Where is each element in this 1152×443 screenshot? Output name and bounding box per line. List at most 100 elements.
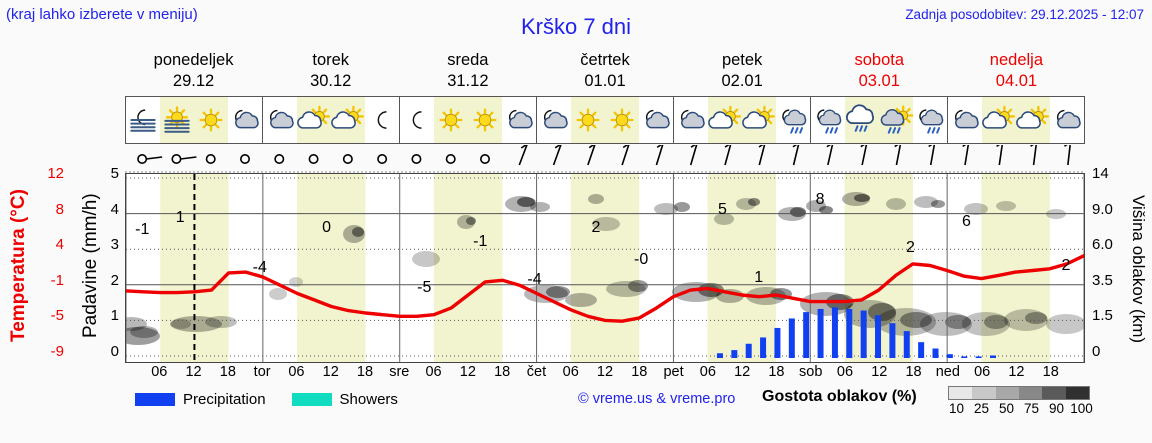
sun-cloud-icon xyxy=(708,97,742,143)
sun-fog-icon xyxy=(160,97,194,143)
tick-label: 3.5 xyxy=(1092,271,1113,289)
precipitation-bar xyxy=(831,307,838,358)
precipitation-bar xyxy=(731,350,738,358)
cloud-density-step xyxy=(1018,387,1043,399)
x-axis-labels: 06 12 18 tor 06 12 18 sre 06 12 18 čet 06 12 18 pet 06 12… xyxy=(125,364,1085,384)
sun-cloud-icon-glyph xyxy=(330,104,366,136)
cloud-density-blob xyxy=(790,207,806,217)
cloud-density-blob xyxy=(819,206,833,214)
tick-label: 12 xyxy=(47,165,64,182)
cloud-density-blob xyxy=(1046,314,1084,334)
credit-link[interactable]: © vreme.us & vreme.pro xyxy=(578,391,736,407)
sun-icon-glyph xyxy=(467,104,503,136)
x-axis-label: ned xyxy=(935,364,960,380)
temperature-point-label: 5 xyxy=(718,201,727,218)
sun-icon xyxy=(468,97,502,143)
tick-label: 9.0 xyxy=(1092,200,1113,218)
x-axis-label: 06 xyxy=(836,364,854,380)
tick-label: 8 xyxy=(55,200,64,218)
icon-day-sreda xyxy=(400,97,537,143)
moon-cloud-icon-glyph xyxy=(673,104,709,136)
precipitation-bar xyxy=(788,318,795,358)
wind-barb-calm xyxy=(308,154,319,164)
precipitation-bar xyxy=(975,356,982,358)
tick-label: 4 xyxy=(55,236,64,254)
x-axis-label: 06 xyxy=(425,364,442,380)
x-axis-label: 12 xyxy=(1008,364,1025,380)
sun-cloud-icon xyxy=(1016,97,1050,143)
menu-note: (kraj lahko izberete v meniju) xyxy=(6,6,198,23)
cloud-density-scale xyxy=(948,386,1090,400)
precipitation-bar xyxy=(961,356,968,358)
x-axis-label: 06 xyxy=(562,364,579,380)
cloud-density-blob xyxy=(352,227,364,237)
x-axis-label: 06 xyxy=(151,364,168,380)
wind-barb-shaft xyxy=(146,156,163,160)
cloud-density-scale-labels: 10 25 50 75 90 100 xyxy=(944,401,1094,416)
day-name: sreda xyxy=(447,51,489,69)
cloud-density-blob xyxy=(565,293,597,307)
cloud-rain-icon xyxy=(845,97,879,143)
x-axis-label: 06 xyxy=(288,364,305,380)
precipitation-bar xyxy=(903,331,910,358)
moon-cloud-icon xyxy=(502,97,536,143)
day-name: ponedeljek xyxy=(153,51,234,69)
x-axis-label: 12 xyxy=(322,364,339,380)
cloud-density-step xyxy=(949,387,973,399)
wind-barb-calm xyxy=(205,154,216,164)
moon-cloud-icon xyxy=(537,97,571,143)
cloud-density-blob xyxy=(854,194,870,202)
cloud-density-step-label: 25 xyxy=(973,401,990,416)
cloud-density-blob xyxy=(964,203,988,215)
day-header-row: ponedeljek 29.12 torek 30.12 sreda 31.12 četrt… xyxy=(125,50,1085,92)
day-column-četrtek: četrtek 01.01 xyxy=(536,50,673,92)
tick-label: 4 xyxy=(110,200,119,218)
moon-cloud-icon-glyph xyxy=(1049,104,1085,136)
day-date: 04.01 xyxy=(995,72,1038,90)
cloud-density-blob xyxy=(130,326,158,338)
moon-cloud-icon xyxy=(1050,97,1084,143)
temperature-point-label: 2 xyxy=(906,239,915,256)
cloud-density-blob xyxy=(466,217,476,225)
weather-icon-strip xyxy=(125,96,1085,144)
tick-label: 1 xyxy=(110,307,119,325)
cloud-density-blob xyxy=(920,312,972,336)
cloud-density-blob xyxy=(289,277,303,287)
precipitation-swatch xyxy=(135,392,175,406)
cloud-density-blob xyxy=(996,201,1016,211)
daylight-band xyxy=(570,174,640,362)
x-axis-label: 18 xyxy=(219,364,236,380)
moon-cloud-icon xyxy=(228,97,262,143)
precipitation-bar xyxy=(716,353,723,358)
day-date: 29.12 xyxy=(172,72,215,90)
moon-icon xyxy=(400,97,434,143)
temperature-line xyxy=(126,254,1084,323)
precipitation-bar xyxy=(803,312,810,358)
cloud-density-step-label: 100 xyxy=(1070,401,1093,416)
cloud-density-blob xyxy=(806,200,826,212)
cloud-density-blob xyxy=(886,198,906,210)
page-title: Krško 7 dni xyxy=(520,14,632,39)
tick-label: 2 xyxy=(110,271,119,289)
x-axis-label: 06 xyxy=(699,364,716,380)
x-axis-label: 12 xyxy=(185,364,202,380)
cloud-density-blob xyxy=(654,203,678,215)
temperature-axis-title: Temperatura (°C) xyxy=(8,189,29,343)
cloud-density-blob xyxy=(524,285,568,303)
x-axis-label: 18 xyxy=(631,364,648,380)
cloud-density-step-label: 90 xyxy=(1048,401,1065,416)
cloud-density-blob xyxy=(868,303,896,321)
wind-barb-calm xyxy=(274,154,285,164)
sun-icon xyxy=(434,97,468,143)
moon-cloud-icon-glyph xyxy=(947,104,983,136)
cloud-density-blob xyxy=(126,327,160,345)
day-column-nedelja: nedelja 04.01 xyxy=(948,50,1085,92)
day-name: četrtek xyxy=(580,51,630,69)
precipitation-bar xyxy=(745,343,752,358)
sun-cloud-icon xyxy=(982,97,1016,143)
cloud-density-step-label: 75 xyxy=(1023,401,1040,416)
temperature-point-label: -4 xyxy=(527,271,541,288)
series-legend: Precipitation Showers xyxy=(135,388,398,410)
icon-day-sobota xyxy=(811,97,948,143)
wind-barb xyxy=(792,142,800,166)
